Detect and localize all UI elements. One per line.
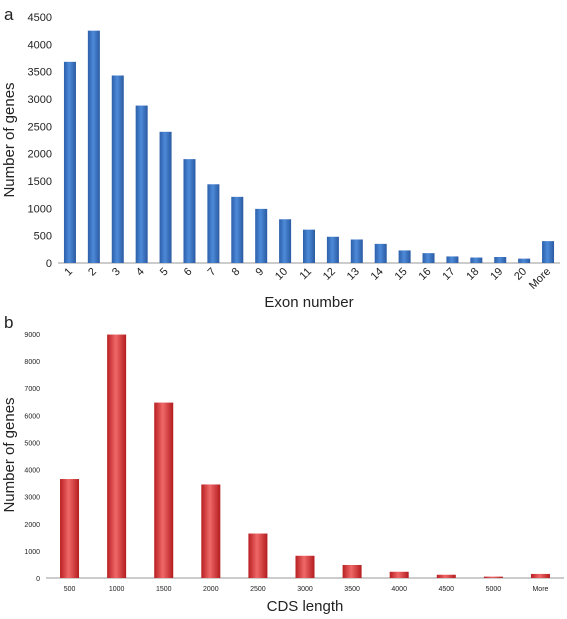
panel-a-bars xyxy=(63,30,555,264)
panel-a-y-tick-label: 3500 xyxy=(28,67,52,79)
panel-a-y-tick-label: 1500 xyxy=(28,176,52,188)
panel-b-y-tick-label: 0 xyxy=(36,576,40,583)
panel-a-y-tick-label: 4500 xyxy=(28,12,52,24)
panel-a-bar xyxy=(255,208,268,263)
panel-b-y-tick-label: 8000 xyxy=(24,359,40,366)
panel-b-bar xyxy=(483,576,503,578)
panel-a-x-tick-label: 18 xyxy=(464,266,481,283)
panel-b-y-tick-label: 3000 xyxy=(24,495,40,502)
panel-a-bar xyxy=(326,236,339,263)
panel-b-xlabel: CDS length xyxy=(267,598,344,615)
panel-a-x-tick-label: 15 xyxy=(393,266,410,283)
panel-b-y-tick-label: 6000 xyxy=(24,413,40,420)
panel-b-bar xyxy=(248,533,268,578)
panel-a-y-tick-label: 2000 xyxy=(28,149,52,161)
panel-b-x-tick-label: 2500 xyxy=(250,586,266,593)
panel-b-x-tick-label: 3000 xyxy=(297,586,313,593)
panel-a-bar xyxy=(446,256,459,263)
panel-b-x-tick-label: More xyxy=(532,586,548,593)
panel-a-y-tick-label: 500 xyxy=(34,231,52,243)
panel-a-xlabel: Exon number xyxy=(264,294,353,311)
panel-b-x-tick-label: 1000 xyxy=(109,586,125,593)
panel-a-y-ticks: 0 500 1000 1500 2000 2500 3000 3500 4000 4500 xyxy=(28,12,52,270)
panel-b-x-ticks: 500 1000 1500 2000 2500 3000 3500 4000 4500 5000 M… xyxy=(64,586,549,593)
panel-b-bar xyxy=(60,479,80,578)
panel-b-y-tick-label: 7000 xyxy=(24,386,40,393)
panel-b-y-tick-label: 9000 xyxy=(24,332,40,339)
panel-b-y-ticks: 0 1000 2000 3000 4000 5000 6000 7000 8000 9000 xyxy=(24,332,40,583)
panel-a-x-tick-label: 17 xyxy=(440,266,457,283)
panel-a-x-tick-label: 5 xyxy=(158,266,171,279)
panel-a-bar xyxy=(207,184,220,263)
panel-a-bar xyxy=(518,258,531,263)
panel-a-x-tick-label: 4 xyxy=(134,266,147,279)
panel-b-bar xyxy=(154,402,174,578)
panel-b-bar xyxy=(436,574,456,578)
panel-a-x-tick-label: 16 xyxy=(416,266,433,283)
panel-b-bar xyxy=(389,571,409,578)
panel-a-x-tick-label: 6 xyxy=(182,266,195,279)
panel-a-y-tick-label: 0 xyxy=(46,258,52,270)
panel-a-x-tick-label: 12 xyxy=(321,266,338,283)
panel-b-bar xyxy=(530,573,550,578)
panel-b-bar xyxy=(201,484,221,578)
panel-a-x-tick-label: 2 xyxy=(86,266,99,279)
panel-b-y-tick-label: 4000 xyxy=(24,468,40,475)
panel-b-y-tick-label: 5000 xyxy=(24,440,40,447)
panel-a-x-tick-label: 10 xyxy=(273,266,290,283)
panel-a-bar xyxy=(231,196,244,263)
panel-a-bar xyxy=(159,131,172,263)
panel-b-letter: b xyxy=(4,313,13,332)
panel-a-bar xyxy=(542,241,555,263)
panel-b-bar xyxy=(295,555,315,578)
panel-a-x-tick-label: 1 xyxy=(62,266,75,279)
panel-a-x-tick-label: 11 xyxy=(298,266,315,283)
panel-a: a Number of genes 0500100015002000250030… xyxy=(1,5,560,311)
panel-a-bar xyxy=(470,257,483,263)
panel-b-y-tick-label: 2000 xyxy=(24,522,40,529)
panel-a-bar xyxy=(135,105,148,263)
panel-a-y-tick-label: 3000 xyxy=(28,94,52,106)
panel-a-bar xyxy=(350,239,363,263)
panel-a-x-tick-label: More xyxy=(527,266,553,292)
panel-a-y-tick-label: 1000 xyxy=(28,203,52,215)
panel-b-x-tick-label: 5000 xyxy=(486,586,502,593)
panel-a-bar xyxy=(279,219,292,263)
panel-a-bar xyxy=(63,61,76,264)
panel-a-bar xyxy=(183,159,196,263)
panel-b-x-tick-label: 2000 xyxy=(203,586,219,593)
panel-b-x-tick-label: 4500 xyxy=(438,586,454,593)
panel-b-ylabel: Number of genes xyxy=(1,397,18,512)
panel-a-x-tick-label: 20 xyxy=(512,266,529,283)
panel-a-bar xyxy=(111,75,124,263)
panel-b-x-tick-label: 500 xyxy=(64,586,76,593)
panel-a-ylabel: Number of genes xyxy=(1,82,18,197)
panel-a-y-tick-label: 2500 xyxy=(28,121,52,133)
panel-a-x-tick-label: 14 xyxy=(369,266,386,283)
panel-a-bar xyxy=(494,256,507,263)
panel-a-x-tick-label: 3 xyxy=(110,266,123,279)
panel-a-bar xyxy=(87,30,100,263)
panel-a-x-tick-label: 13 xyxy=(345,266,362,283)
panel-b-bar xyxy=(342,564,362,578)
panel-a-y-tick-label: 4000 xyxy=(28,39,52,51)
panel-a-x-tick-label: 9 xyxy=(253,266,266,279)
panel-b: b Number of genes 0 1000 2000 3000 4000 5000 6… xyxy=(1,313,564,615)
panel-b-x-tick-label: 4000 xyxy=(391,586,407,593)
panel-a-bar xyxy=(398,250,411,263)
panel-a-bar xyxy=(303,229,315,263)
panel-a-bar xyxy=(422,253,435,263)
panel-a-x-tick-label: 8 xyxy=(230,266,243,279)
panel-a-x-tick-label: 7 xyxy=(206,266,219,279)
panel-b-y-tick-label: 1000 xyxy=(24,549,40,556)
panel-a-bar xyxy=(374,243,387,263)
panel-b-x-tick-label: 1500 xyxy=(156,586,172,593)
panel-a-x-tick-label: 19 xyxy=(488,266,505,283)
panel-a-letter: a xyxy=(4,5,14,24)
panel-b-bars xyxy=(60,334,550,578)
panel-b-x-tick-label: 3500 xyxy=(344,586,360,593)
panel-b-bar xyxy=(107,334,127,578)
